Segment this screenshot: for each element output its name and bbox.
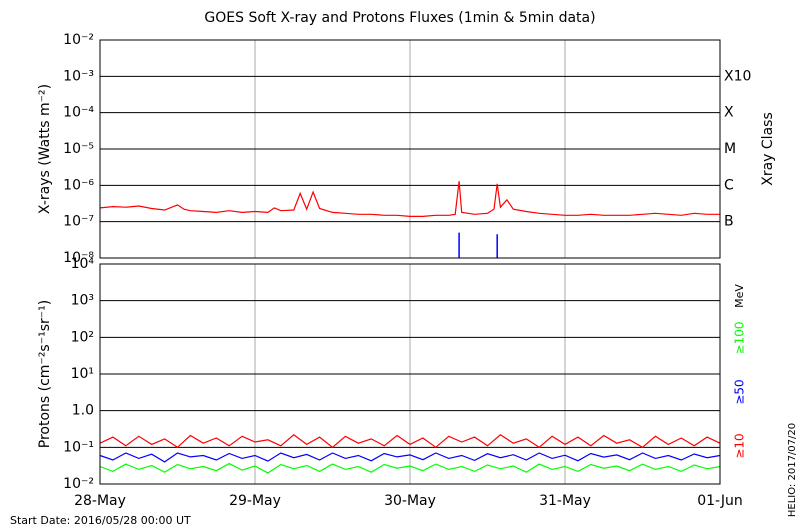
y2-axis-title: Xray Class <box>760 112 776 186</box>
x-tick-label: 01-Jun <box>697 493 743 509</box>
legend-entry: ≥100 <box>733 322 747 355</box>
panel-frame <box>99 39 721 259</box>
legend-unit: MeV <box>733 284 746 308</box>
y-axis-title: X-rays (Watts m⁻²) <box>37 84 53 214</box>
x-tick-label: 30-May <box>384 493 436 509</box>
series-line <box>99 181 720 217</box>
chart-title: GOES Soft X-ray and Protons Fluxes (1min… <box>204 10 595 26</box>
x-tick-label: 31-May <box>539 493 591 509</box>
class-label: C <box>724 177 734 193</box>
y-tick-label: 10⁻³ <box>63 68 94 84</box>
stamp: HELIO: 2017/07/20 <box>787 423 798 517</box>
y-tick-label: 10⁻⁶ <box>63 177 94 193</box>
y-tick-label: 10⁻⁴ <box>63 105 94 121</box>
y-tick-label: 10⁻⁷ <box>63 214 94 230</box>
class-label: X10 <box>724 68 751 84</box>
y-tick-label: 10² <box>71 329 94 345</box>
legend-entry: ≥10 <box>733 433 747 458</box>
y-tick-label: 10⁻⁵ <box>63 141 94 157</box>
series-line <box>99 462 721 474</box>
series-line <box>99 452 721 463</box>
x-tick-label: 29-May <box>229 493 281 509</box>
y-tick-label: 10³ <box>71 293 94 309</box>
start-date: Start Date: 2016/05/28 00:00 UT <box>10 514 191 527</box>
class-label: X <box>724 105 734 121</box>
y-tick-label: 10⁻² <box>63 476 94 492</box>
y-tick-label: 10¹ <box>71 366 94 382</box>
y-tick-label: 10⁻² <box>63 32 94 48</box>
y-tick-label: 10⁻⁸ <box>63 250 94 266</box>
y-tick-label: 10⁻¹ <box>63 439 94 455</box>
y-tick-label: 1.0 <box>72 403 94 419</box>
class-label: B <box>724 214 734 230</box>
x-tick-label: 28-May <box>74 493 126 509</box>
y-tick-label: 10⁴ <box>71 256 95 272</box>
panel-frame <box>99 263 721 485</box>
series-line <box>99 434 721 449</box>
legend-entry: ≥50 <box>733 379 747 404</box>
y-axis-title: Protons (cm⁻²s⁻¹sr⁻¹) <box>37 300 53 449</box>
class-label: M <box>724 141 736 157</box>
